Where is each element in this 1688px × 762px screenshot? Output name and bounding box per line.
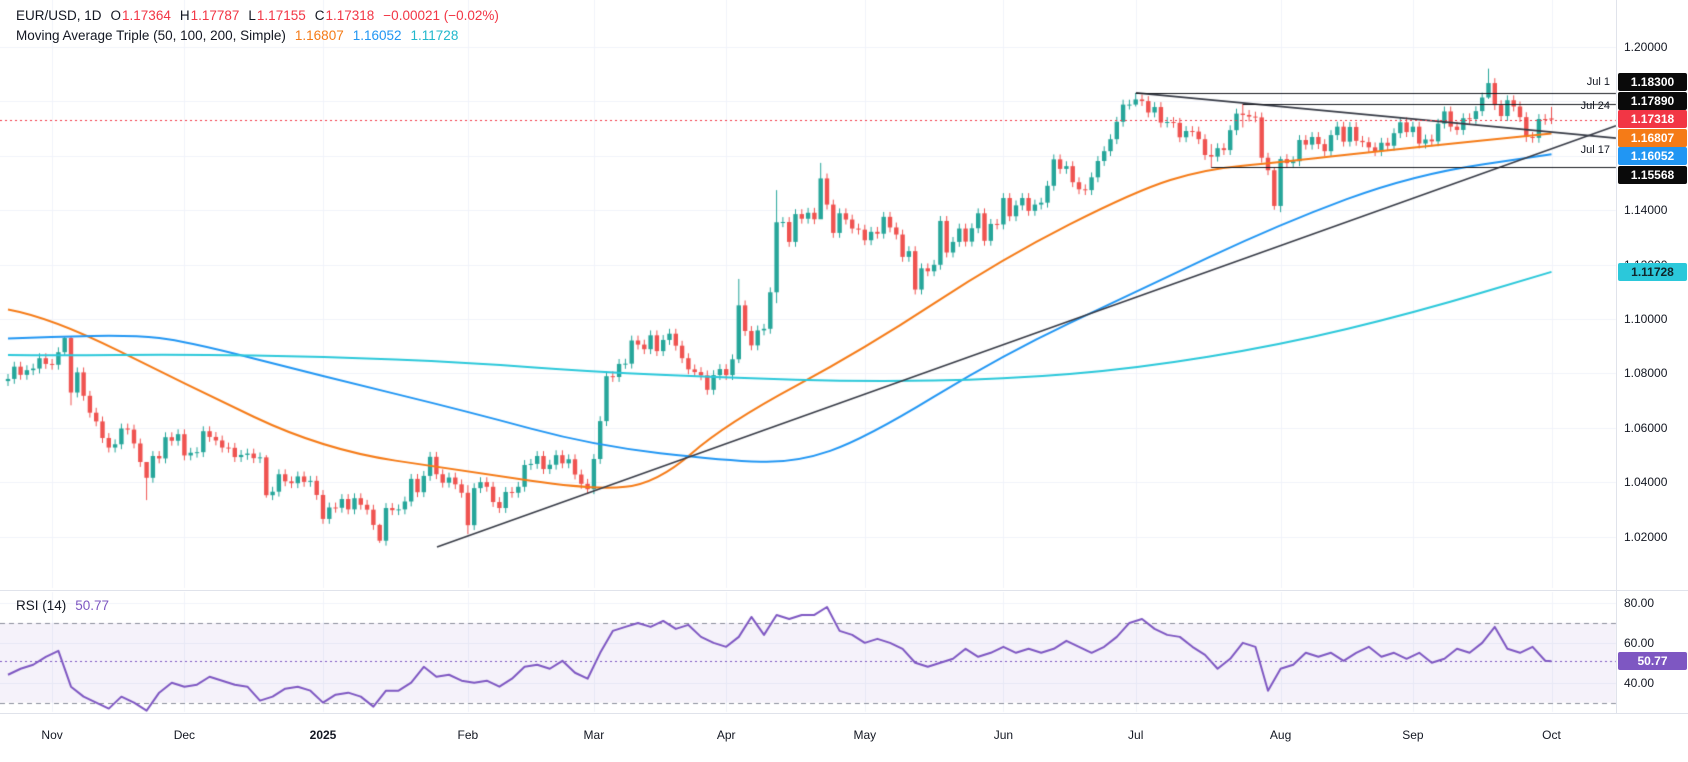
high-value: 1.17787 bbox=[190, 8, 240, 23]
time-axis-label-jun: Jun bbox=[993, 728, 1014, 742]
rsi-badge: 50.77 bbox=[1618, 652, 1687, 671]
ma-indicator-legend[interactable]: Moving Average Triple (50, 100, 200, Sim… bbox=[16, 28, 458, 43]
price-tick-label: 1.04000 bbox=[1624, 475, 1668, 490]
close-value: 1.17318 bbox=[325, 8, 375, 23]
ray-date-label: Jul 17 bbox=[1580, 144, 1610, 157]
time-axis-label-aug: Aug bbox=[1269, 728, 1292, 742]
ray-date-label: Jul 24 bbox=[1580, 100, 1610, 113]
price-badge: 1.17318 bbox=[1618, 110, 1687, 129]
price-tick-label: 1.08000 bbox=[1624, 366, 1668, 381]
time-axis-label-apr: Apr bbox=[716, 728, 736, 742]
price-badge: 1.18300 bbox=[1618, 73, 1687, 92]
symbol-title: EUR/USD, 1D bbox=[16, 8, 102, 23]
rsi-indicator-legend[interactable]: RSI (14) 50.77 bbox=[16, 598, 109, 613]
price-tick-label: 1.10000 bbox=[1624, 311, 1668, 326]
ma200-value: 1.11728 bbox=[410, 28, 459, 43]
price-badge: 1.16052 bbox=[1618, 147, 1687, 166]
rsi-tick-label: 60.00 bbox=[1624, 635, 1655, 650]
rsi-tick-label: 80.00 bbox=[1624, 596, 1655, 610]
ma-indicator-title: Moving Average Triple (50, 100, 200, Sim… bbox=[16, 28, 286, 43]
time-axis-label-mar: Mar bbox=[583, 728, 605, 742]
time-axis-label-2025: 2025 bbox=[309, 728, 337, 742]
time-axis-label-dec: Dec bbox=[173, 728, 196, 742]
high-label: H bbox=[179, 8, 190, 23]
price-badge: 1.17890 bbox=[1618, 91, 1687, 110]
time-axis-label-may: May bbox=[853, 728, 877, 742]
price-badge: 1.16807 bbox=[1618, 128, 1687, 147]
time-axis-label-sep: Sep bbox=[1402, 728, 1424, 742]
time-axis-label-nov: Nov bbox=[41, 728, 63, 742]
price-tick-label: 1.06000 bbox=[1624, 420, 1668, 435]
ray-date-label: Jul 1 bbox=[1586, 75, 1610, 88]
rsi-indicator-title: RSI (14) bbox=[16, 598, 67, 613]
price-badge: 1.15568 bbox=[1618, 165, 1687, 184]
symbol-legend[interactable]: EUR/USD, 1D O 1.17364 H 1.17787 L 1.17155 C… bbox=[16, 8, 499, 23]
price-tick-label: 1.20000 bbox=[1624, 39, 1668, 54]
time-axis-label-feb: Feb bbox=[457, 728, 479, 742]
low-value: 1.17155 bbox=[256, 8, 306, 23]
ma100-value: 1.16052 bbox=[352, 28, 402, 43]
price-axis-border bbox=[1616, 0, 1617, 713]
time-axis-label-oct: Oct bbox=[1542, 728, 1561, 742]
price-tick-label: 1.02000 bbox=[1624, 529, 1668, 544]
open-label: O bbox=[110, 8, 122, 23]
open-value: 1.17364 bbox=[122, 8, 171, 23]
pane-separator[interactable] bbox=[0, 590, 1688, 591]
rsi-tick-label: 40.00 bbox=[1624, 675, 1655, 690]
time-axis-label-jul: Jul bbox=[1128, 728, 1144, 742]
close-label: C bbox=[314, 8, 325, 23]
ma50-value: 1.16807 bbox=[294, 28, 344, 43]
time-axis-separator bbox=[0, 713, 1688, 714]
rsi-current-value: 50.77 bbox=[75, 598, 110, 613]
price-tick-label: 1.14000 bbox=[1624, 203, 1668, 218]
price-badge: 1.11728 bbox=[1618, 262, 1687, 281]
low-label: L bbox=[248, 8, 256, 23]
change-value: −0.00021 (−0.02%) bbox=[383, 8, 499, 23]
